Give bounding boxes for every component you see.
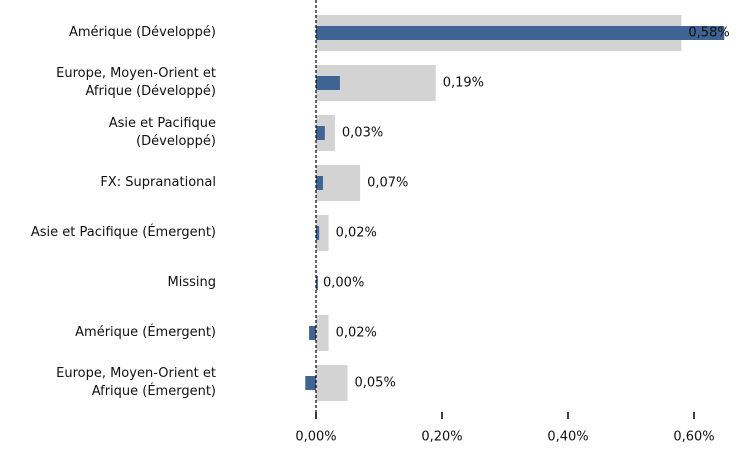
bar — [316, 126, 325, 140]
bar — [316, 226, 320, 240]
x-tick-label: 0,60% — [673, 430, 714, 445]
value-label: 0,19% — [443, 76, 484, 91]
bar — [316, 165, 361, 201]
value-label: 0,03% — [342, 126, 383, 141]
bar — [305, 376, 316, 390]
bar — [316, 215, 329, 251]
bar — [316, 26, 725, 40]
category-label: Asie et Pacifique (Développé) — [108, 116, 216, 149]
bar — [316, 365, 348, 401]
category-label: Amérique (Développé) — [68, 25, 216, 40]
x-tick-label: 0,40% — [547, 430, 588, 445]
bar — [309, 326, 316, 340]
category-label: Europe, Moyen-Orient et Afrique (Dévelop… — [56, 66, 216, 99]
category-label: Amérique (Émergent) — [75, 325, 216, 340]
value-label: 0,05% — [355, 376, 396, 391]
bar — [316, 176, 323, 190]
bar — [316, 115, 335, 151]
value-label: 0,58% — [688, 26, 729, 41]
bar — [316, 276, 318, 290]
value-label: 0,07% — [367, 176, 408, 191]
bar — [316, 76, 340, 90]
value-label: 0,00% — [323, 276, 364, 291]
category-label: Missing — [167, 275, 216, 290]
bar — [316, 315, 329, 351]
value-label: 0,02% — [336, 326, 377, 341]
value-label: 0,02% — [336, 226, 377, 241]
x-tick-label: 0,00% — [295, 430, 336, 445]
x-tick-label: 0,20% — [421, 430, 462, 445]
category-label: Europe, Moyen-Orient et Afrique (Émergen… — [56, 366, 216, 399]
category-label: FX: Supranational — [100, 175, 216, 190]
category-label: Asie et Pacifique (Émergent) — [30, 225, 216, 240]
